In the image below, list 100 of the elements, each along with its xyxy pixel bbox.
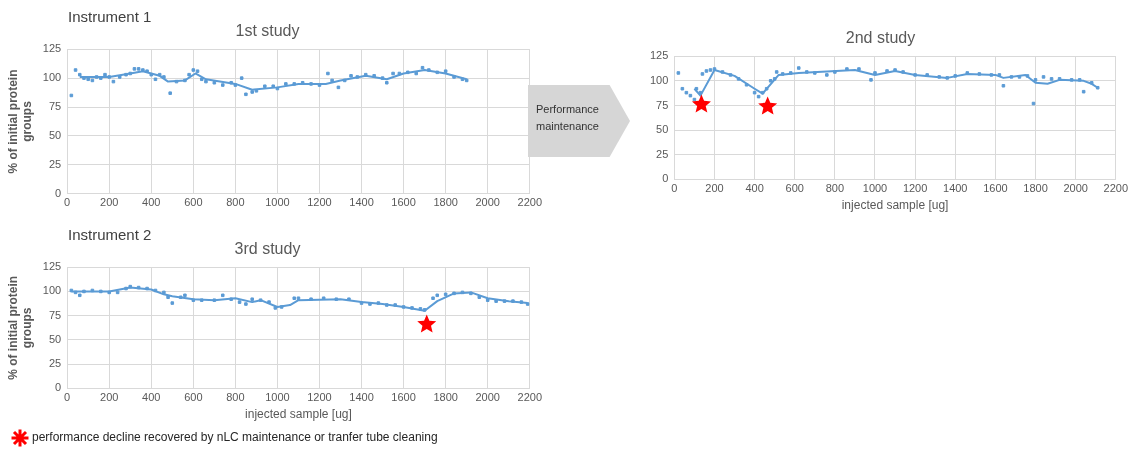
point: [502, 299, 507, 303]
y-tick-label: 25: [656, 147, 669, 160]
y-tick-label: 50: [48, 128, 62, 141]
x-tick-label: 0: [671, 182, 678, 195]
point: [250, 297, 254, 301]
y-tick-label: 125: [42, 42, 62, 55]
x-tick-label: 2000: [1063, 182, 1088, 195]
point: [758, 96, 778, 115]
point: [244, 302, 248, 306]
point: [774, 70, 779, 74]
point: [1049, 77, 1054, 81]
point: [347, 297, 351, 301]
x-tick-label: 1200: [902, 182, 928, 195]
chart-title: 1st study: [235, 22, 300, 40]
y-tick-label: 100: [42, 284, 62, 297]
point: [857, 67, 861, 71]
point: [712, 67, 717, 71]
text: Instrument 1: [68, 8, 152, 25]
point: [124, 286, 128, 291]
x-tick-label: 600: [184, 391, 203, 404]
x-tick-label: 2200: [517, 391, 543, 404]
point: [885, 69, 889, 73]
point: [258, 298, 263, 302]
x-tick-label: 400: [142, 196, 161, 209]
point: [893, 68, 897, 72]
x-axis-title: injected sample [ug]: [245, 407, 352, 422]
point: [752, 90, 757, 95]
point: [410, 306, 414, 310]
point: [937, 75, 941, 79]
point: [267, 300, 271, 304]
point: [720, 70, 725, 74]
y-tick-label: 0: [662, 172, 669, 185]
y-tick-label: 25: [48, 157, 62, 170]
point: [925, 73, 929, 77]
point: [494, 299, 498, 303]
x-axis-title: injected sample [ug]: [841, 198, 949, 213]
y-tick-label: 100: [42, 71, 62, 84]
point: [99, 289, 103, 294]
point: [1081, 89, 1086, 94]
point: [199, 298, 204, 302]
point: [833, 70, 837, 74]
point: [1057, 77, 1062, 81]
point: [418, 307, 423, 311]
point: [676, 71, 681, 75]
point: [760, 90, 765, 95]
point: [1009, 75, 1014, 79]
x-tick-label: 2000: [475, 196, 500, 209]
point: [220, 293, 225, 298]
point: [191, 298, 196, 302]
y-tick-label: 0: [55, 381, 62, 394]
x-tick-label: 1600: [391, 196, 416, 209]
x-tick-label: 2000: [475, 391, 500, 404]
point: [694, 86, 699, 91]
y-tick-label: 50: [656, 123, 669, 136]
point: [485, 298, 490, 302]
point: [519, 300, 524, 304]
point: [525, 302, 530, 306]
point: [435, 293, 440, 298]
point: [178, 295, 183, 300]
point: [1069, 78, 1074, 82]
y-tick-label: 75: [656, 98, 669, 111]
x-tick-label: 1800: [433, 196, 458, 209]
point: [869, 78, 873, 82]
point: [368, 302, 372, 306]
point: [422, 308, 427, 312]
point: [764, 86, 769, 91]
point: [692, 97, 697, 102]
point: [334, 297, 339, 301]
point: [796, 66, 801, 70]
point: [698, 90, 703, 95]
x-tick-label: 200: [100, 391, 119, 404]
point: [417, 314, 437, 333]
point: [212, 298, 217, 302]
chart-title: 2nd study: [845, 29, 916, 47]
point: [913, 73, 917, 77]
point: [813, 71, 817, 75]
point: [78, 293, 82, 298]
point: [229, 297, 233, 301]
text: Instrument 2: [68, 226, 152, 243]
point: [292, 296, 297, 300]
chart-title: 3rd study: [234, 240, 301, 258]
point: [1089, 81, 1094, 85]
point: [385, 303, 389, 307]
point: [376, 301, 381, 305]
x-tick-label: 200: [100, 196, 119, 209]
x-tick-label: 800: [226, 391, 245, 404]
point: [780, 72, 785, 76]
point: [772, 77, 777, 81]
point: [115, 290, 120, 295]
point: [170, 301, 175, 305]
point: [452, 291, 456, 296]
point: [401, 305, 406, 309]
point: [145, 286, 149, 291]
legend-label: performance decline recovered by nLC maintenance or tranfer tube cleaning: [32, 430, 438, 445]
point: [680, 86, 685, 91]
point: [728, 73, 733, 77]
y-axis-title: % of initial protein groups: [5, 275, 34, 380]
point: [237, 300, 242, 304]
y-tick-label: 75: [48, 308, 62, 321]
x-tick-label: 400: [745, 182, 764, 195]
